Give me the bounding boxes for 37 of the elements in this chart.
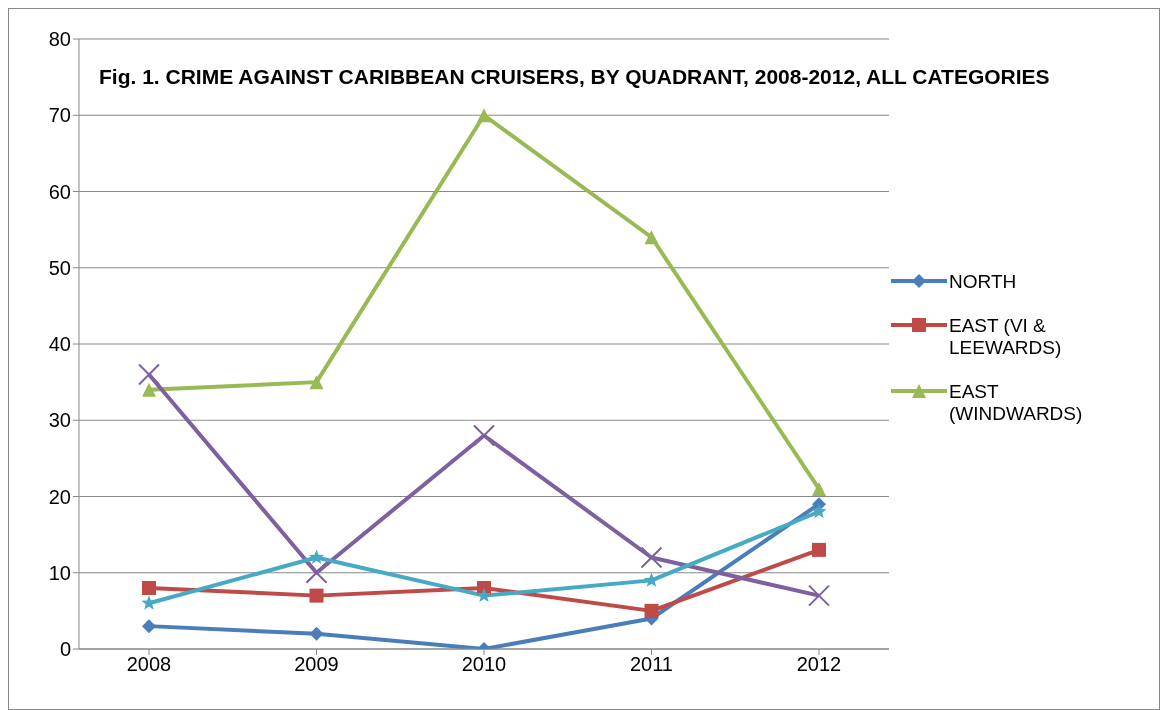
x-tick-label: 2011 [629, 653, 674, 676]
y-tick-label: 80 [48, 28, 71, 51]
y-tick-label: 0 [59, 638, 71, 661]
point [142, 581, 156, 595]
point [308, 549, 325, 564]
x-tick-label: 2008 [126, 653, 172, 676]
y-tick-label: 20 [48, 485, 71, 508]
point [473, 424, 495, 447]
point [138, 363, 160, 386]
point [644, 603, 659, 618]
y-tick-label: 10 [48, 561, 71, 584]
point [142, 619, 156, 634]
point [476, 587, 492, 603]
y-tick-label: 50 [48, 256, 71, 279]
point [142, 382, 156, 397]
point [808, 584, 830, 607]
x-tick-label: 2010 [461, 653, 507, 676]
y-tick-label: 40 [48, 333, 71, 356]
y-tick-label: 60 [48, 180, 71, 203]
point [309, 375, 324, 390]
point [309, 626, 324, 641]
text: Fig. 1. CRIME AGAINST CARIBBEAN CRUISERS, BY QUADRANT, 2008-2012, ALL CATEGORIES [99, 65, 1051, 89]
point [477, 108, 491, 123]
x-tick-label: 2012 [796, 653, 842, 676]
point [811, 503, 827, 519]
y-tick-label: 70 [48, 104, 71, 127]
x-tick-label: 2009 [294, 653, 339, 676]
point [644, 230, 659, 245]
legend-label: EAST (VI & LEEWARDS) [949, 315, 1063, 359]
legend-label: EAST (WINDWARDS) [949, 381, 1084, 425]
point [640, 546, 663, 569]
point [812, 542, 826, 557]
y-tick-label: 30 [48, 409, 71, 432]
point [305, 561, 328, 584]
point [812, 481, 826, 496]
legend-label: NORTH [949, 271, 1017, 293]
point [309, 588, 324, 603]
